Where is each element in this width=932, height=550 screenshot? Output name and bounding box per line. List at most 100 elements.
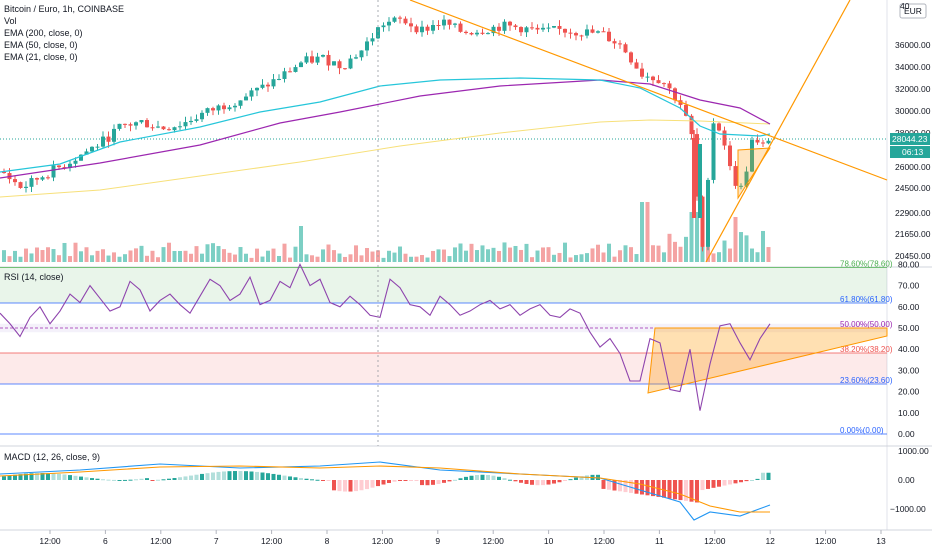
macd-histogram-bar xyxy=(546,480,551,485)
macd-histogram-bar xyxy=(717,480,721,487)
volume-bar xyxy=(359,255,364,262)
candle-body xyxy=(475,32,479,35)
volume-bar xyxy=(354,245,358,262)
macd-histogram-bar xyxy=(453,479,457,481)
macd-histogram-bar xyxy=(480,474,485,480)
candle-body xyxy=(354,57,358,59)
macd-histogram-bar xyxy=(563,480,567,481)
volume-bar xyxy=(288,257,292,262)
volume-bar xyxy=(557,252,562,262)
volume-bar xyxy=(332,250,336,262)
macd-tick-label: 0.00 xyxy=(898,475,915,485)
candle-body xyxy=(117,123,122,129)
volume-bar xyxy=(579,254,584,262)
macd-histogram-bar xyxy=(684,480,688,501)
candle-body xyxy=(205,108,210,113)
volume-bar xyxy=(57,255,61,262)
macd-histogram-bar xyxy=(601,480,606,489)
macd-histogram-bar xyxy=(18,474,23,480)
macd-histogram-bar xyxy=(387,480,391,484)
time-tick-label: 12:00 xyxy=(483,536,505,546)
volume-bar xyxy=(51,249,56,262)
volume-bar xyxy=(755,252,760,262)
macd-histogram-bar xyxy=(508,479,512,481)
volume-bar xyxy=(172,250,177,262)
macd-histogram-bar xyxy=(755,478,760,480)
candle-body xyxy=(238,100,243,106)
time-tick-label: 10 xyxy=(544,536,554,546)
macd-histogram-bar xyxy=(612,480,617,491)
macd-histogram-bar xyxy=(244,471,248,480)
volume-bar xyxy=(761,230,765,262)
candle-body xyxy=(260,84,265,88)
ema200-legend: EMA (200, close, 0) xyxy=(4,28,83,38)
macd-histogram-bar xyxy=(35,473,39,480)
candle-body xyxy=(695,134,699,197)
time-tick-label: 12:00 xyxy=(704,536,726,546)
macd-histogram-bar xyxy=(183,476,188,480)
candle-body xyxy=(156,126,160,128)
volume-bar xyxy=(304,254,309,262)
macd-histogram-bar xyxy=(491,475,496,480)
candle-body xyxy=(409,23,413,27)
candle-body xyxy=(348,58,353,69)
candle-body xyxy=(337,61,342,69)
candle-body xyxy=(271,79,276,87)
candle-body xyxy=(24,186,28,188)
candle-body xyxy=(134,122,138,126)
candle-body xyxy=(403,18,408,24)
volume-bar xyxy=(596,244,600,262)
time-tick-label: 8 xyxy=(325,536,330,546)
price-tick-label: 34000.00 xyxy=(895,62,931,72)
macd-histogram-bar xyxy=(442,480,446,483)
macd-histogram-bar xyxy=(409,480,413,481)
volume-bar xyxy=(139,245,144,262)
candle-body xyxy=(574,33,578,36)
candle-body xyxy=(398,17,402,19)
ema21-legend: EMA (21, close, 0) xyxy=(4,52,78,62)
macd-histogram-bar xyxy=(249,471,254,480)
macd-histogram-bar xyxy=(68,475,72,480)
volume-bar xyxy=(409,256,413,262)
candle-body xyxy=(717,123,721,131)
time-tick-label: 13 xyxy=(876,536,886,546)
candle-body xyxy=(645,76,650,78)
volume-bar xyxy=(464,250,468,262)
macd-histogram-bar xyxy=(568,479,573,481)
candle-body xyxy=(414,26,419,33)
macd-histogram-bar xyxy=(392,480,397,482)
macd-histogram-bar xyxy=(640,480,644,495)
time-tick-label: 9 xyxy=(435,536,440,546)
ema200-line xyxy=(0,119,771,198)
macd-histogram-bar xyxy=(112,479,116,481)
macd-histogram-bar xyxy=(431,480,435,485)
price-tick-label: 36000.00 xyxy=(895,40,931,50)
currency-badge[interactable] xyxy=(899,3,927,19)
macd-histogram-bar xyxy=(139,478,144,480)
price-tick-label: 21650.00 xyxy=(895,229,931,239)
candle-body xyxy=(40,177,45,180)
volume-bar xyxy=(458,243,463,262)
candle-body xyxy=(761,142,765,144)
volume-bar xyxy=(541,247,545,262)
candle-body xyxy=(183,122,188,127)
macd-histogram-bar xyxy=(205,473,210,480)
volume-bar xyxy=(618,250,622,262)
volume-bar xyxy=(101,249,105,262)
macd-histogram-bar xyxy=(607,480,611,490)
candle-body xyxy=(502,21,507,31)
macd-histogram-bar xyxy=(106,479,111,481)
macd-histogram-bar xyxy=(271,473,276,480)
candle-body xyxy=(623,44,628,53)
volume-bar xyxy=(79,251,83,262)
macd-histogram-bar xyxy=(354,480,358,492)
volume-bar xyxy=(222,249,226,262)
macd-histogram-bar xyxy=(524,480,529,484)
volume-bar xyxy=(640,202,644,262)
volume-bar xyxy=(398,246,402,262)
macd-histogram-bar xyxy=(156,479,160,481)
candle-body xyxy=(18,182,23,188)
volume-bar xyxy=(189,253,193,262)
volume-bar xyxy=(315,256,320,262)
